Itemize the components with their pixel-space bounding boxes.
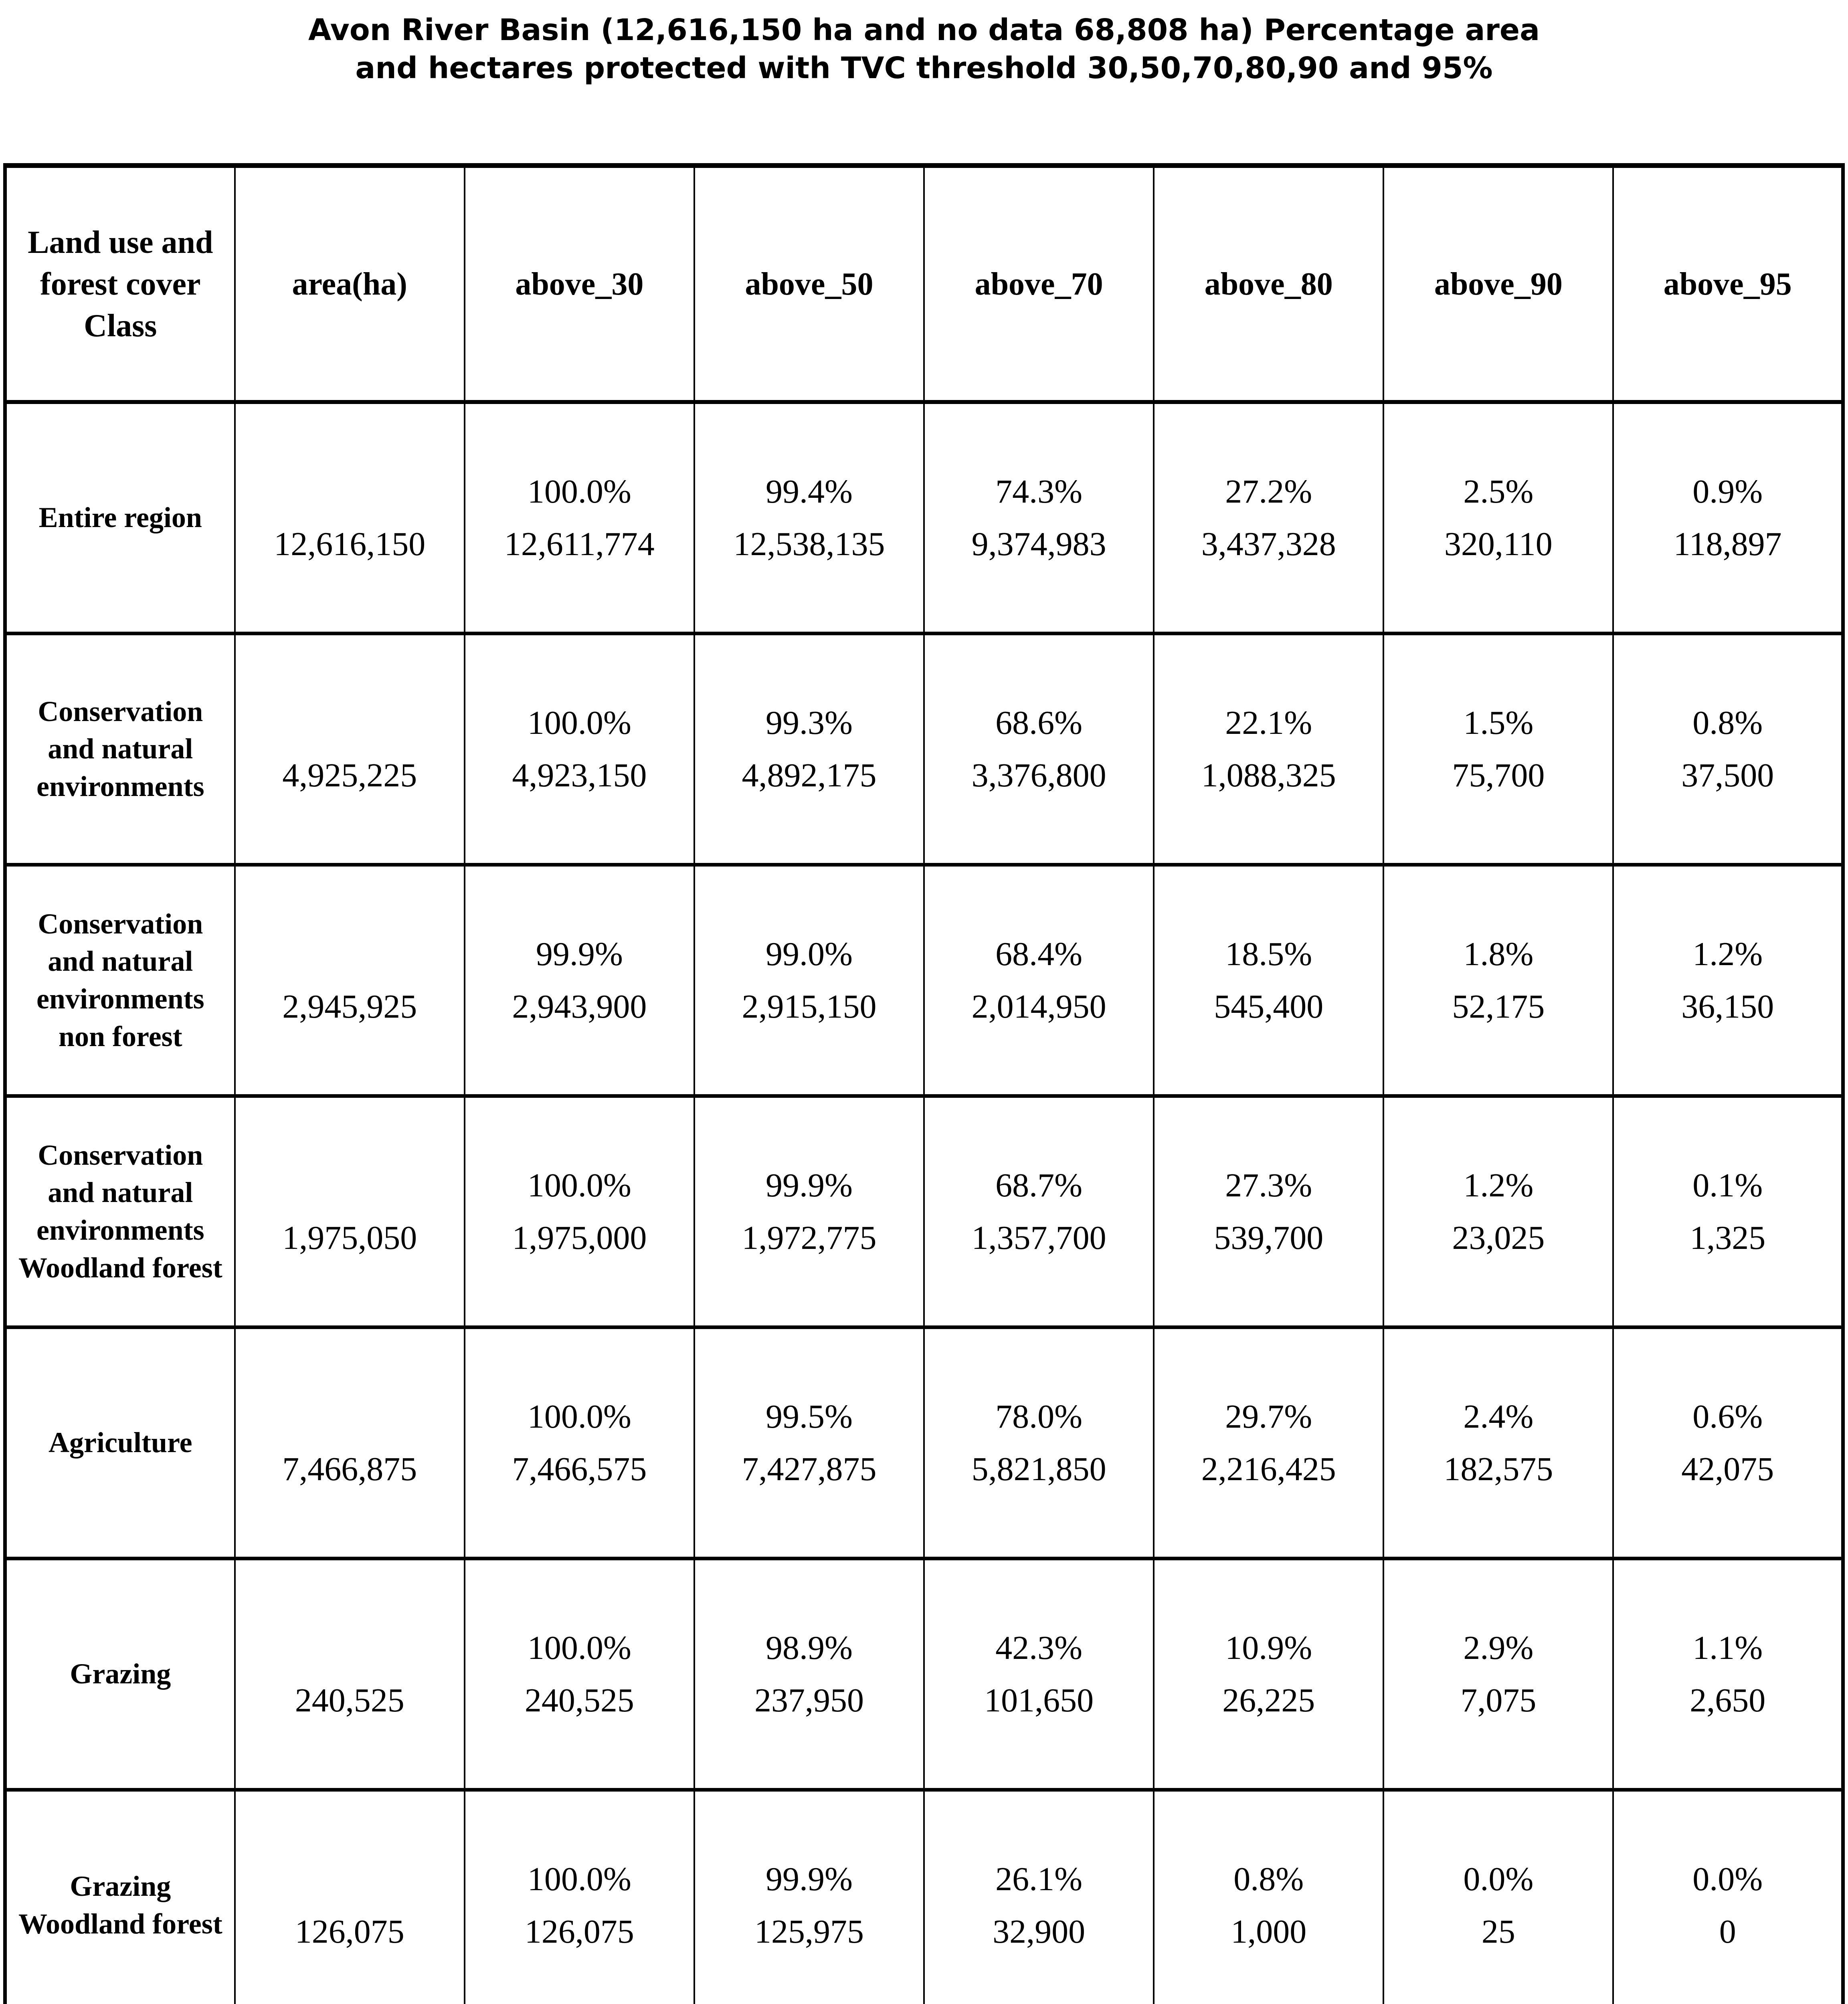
header-above-30: above_30: [463, 163, 695, 404]
header-above-70: above_70: [923, 163, 1155, 404]
row-class-cell: Conservation and natural environments: [4, 631, 236, 867]
cell-above50: 99.9% 1,972,775: [693, 1094, 925, 1329]
header-above-50: above_50: [693, 163, 925, 404]
cell-above70: 74.3% 9,374,983: [923, 400, 1155, 635]
cell-above70: 78.0% 5,821,850: [923, 1325, 1155, 1560]
cell-above90: 2.5% 320,110: [1383, 400, 1614, 635]
cell-above90: 1.8% 52,175: [1383, 863, 1614, 1098]
cell-above80: 27.2% 3,437,328: [1153, 400, 1385, 635]
cell-above95: 0.0% 0: [1612, 1788, 1844, 2004]
cell-above90: 0.0% 25: [1383, 1788, 1614, 2004]
cell-above50: 99.9% 125,975: [693, 1788, 925, 2004]
cell-above80: 29.7% 2,216,425: [1153, 1325, 1385, 1560]
cell-above95: 0.6% 42,075: [1612, 1325, 1844, 1560]
cell-above90: 2.9% 7,075: [1383, 1556, 1614, 1792]
row-area-cell: 1,975,050: [234, 1094, 465, 1329]
tvc-threshold-table: Land use and forest cover Class area(ha)…: [3, 163, 1845, 2004]
row-area-cell: 12,616,150: [234, 400, 465, 635]
cell-above50: 99.0% 2,915,150: [693, 863, 925, 1098]
page-title: Avon River Basin (12,616,150 ha and no d…: [0, 11, 1848, 87]
table-row: Conservation and natural environments 4,…: [4, 631, 1844, 867]
table-row: Conservation and natural environments no…: [4, 863, 1844, 1098]
cell-above80: 18.5% 545,400: [1153, 863, 1385, 1098]
header-area-ha: area(ha): [234, 163, 465, 404]
cell-above80: 0.8% 1,000: [1153, 1788, 1385, 2004]
page-title-line1: Avon River Basin (12,616,150 ha and no d…: [308, 13, 1540, 47]
row-class-cell: Agriculture: [4, 1325, 236, 1560]
cell-above50: 99.4% 12,538,135: [693, 400, 925, 635]
cell-above95: 1.2% 36,150: [1612, 863, 1844, 1098]
cell-above50: 99.5% 7,427,875: [693, 1325, 925, 1560]
table-row: Agriculture 7,466,875 100.0% 7,466,575 99…: [4, 1325, 1844, 1560]
cell-above80: 22.1% 1,088,325: [1153, 631, 1385, 867]
row-class-cell: Entire region: [4, 400, 236, 635]
cell-above70: 68.4% 2,014,950: [923, 863, 1155, 1098]
row-area-cell: 7,466,875: [234, 1325, 465, 1560]
cell-above70: 42.3% 101,650: [923, 1556, 1155, 1792]
cell-above30: 100.0% 4,923,150: [463, 631, 695, 867]
table-row: Grazing Woodland forest 126,075 100.0% 12…: [4, 1788, 1844, 2004]
row-area-cell: 2,945,925: [234, 863, 465, 1098]
table-row: Grazing 240,525 100.0% 240,525 98.9% 237,9…: [4, 1556, 1844, 1792]
table-row: Conservation and natural environments Wo…: [4, 1094, 1844, 1329]
header-above-80: above_80: [1153, 163, 1385, 404]
cell-above80: 27.3% 539,700: [1153, 1094, 1385, 1329]
cell-above90: 1.5% 75,700: [1383, 631, 1614, 867]
table-row: Entire region 12,616,150 100.0% 12,611,77…: [4, 400, 1844, 635]
cell-above50: 98.9% 237,950: [693, 1556, 925, 1792]
cell-above90: 1.2% 23,025: [1383, 1094, 1614, 1329]
cell-above95: 0.9% 118,897: [1612, 400, 1844, 635]
cell-above95: 1.1% 2,650: [1612, 1556, 1844, 1792]
cell-above30: 100.0% 126,075: [463, 1788, 695, 2004]
cell-above30: 99.9% 2,943,900: [463, 863, 695, 1098]
table-header: Land use and forest cover Class area(ha)…: [4, 163, 1844, 404]
page-title-line2: and hectares protected with TVC threshol…: [355, 51, 1493, 85]
cell-above95: 0.8% 37,500: [1612, 631, 1844, 867]
cell-above30: 100.0% 240,525: [463, 1556, 695, 1792]
cell-above80: 10.9% 26,225: [1153, 1556, 1385, 1792]
cell-above30: 100.0% 12,611,774: [463, 400, 695, 635]
cell-above70: 68.7% 1,357,700: [923, 1094, 1155, 1329]
header-above-90: above_90: [1383, 163, 1614, 404]
header-land-use-class: Land use and forest cover Class: [4, 163, 236, 404]
row-area-cell: 4,925,225: [234, 631, 465, 867]
cell-above70: 26.1% 32,900: [923, 1788, 1155, 2004]
row-class-cell: Grazing Woodland forest: [4, 1788, 236, 2004]
row-class-cell: Conservation and natural environments Wo…: [4, 1094, 236, 1329]
row-area-cell: 126,075: [234, 1788, 465, 2004]
cell-above90: 2.4% 182,575: [1383, 1325, 1614, 1560]
cell-above50: 99.3% 4,892,175: [693, 631, 925, 867]
cell-above95: 0.1% 1,325: [1612, 1094, 1844, 1329]
row-class-cell: Grazing: [4, 1556, 236, 1792]
row-class-cell: Conservation and natural environments no…: [4, 863, 236, 1098]
cell-above70: 68.6% 3,376,800: [923, 631, 1155, 867]
cell-above30: 100.0% 7,466,575: [463, 1325, 695, 1560]
header-above-95: above_95: [1612, 163, 1844, 404]
row-area-cell: 240,525: [234, 1556, 465, 1792]
cell-above30: 100.0% 1,975,000: [463, 1094, 695, 1329]
